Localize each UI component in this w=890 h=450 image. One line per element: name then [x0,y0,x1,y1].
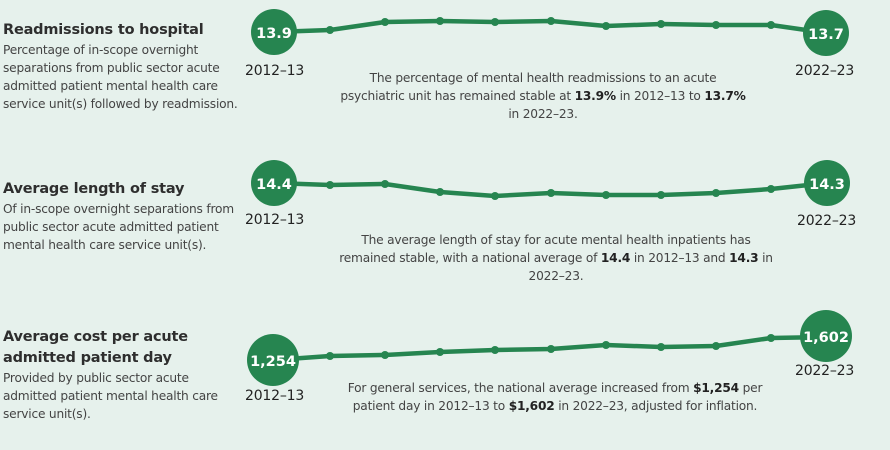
start-year-label: 2012–13 [245,63,305,79]
panel-title: Readmissions to hospital [3,22,204,38]
end-value-bubble: 14.3 [804,160,850,206]
svg-text:13.7: 13.7 [808,27,844,43]
panel-subtitle: Provided by public sector acute admitted… [3,371,218,421]
panel-note: The average length of stay for acute men… [339,233,773,283]
panel-description: Average length of stay Of in-scope overn… [3,179,238,254]
panel-title: Average length of stay [3,181,185,197]
svg-text:1,602: 1,602 [803,330,849,346]
panel-note: For general services, the national avera… [347,381,763,413]
end-year-label: 2022–23 [797,213,857,229]
start-year-label: 2012–13 [245,212,305,228]
svg-text:14.4: 14.4 [256,177,292,193]
svg-text:1,254: 1,254 [250,354,296,370]
start-value-bubble: 1,254 [247,334,299,386]
start-value-bubble: 13.9 [251,9,297,55]
end-value-bubble: 1,602 [800,310,852,362]
data-points [326,17,775,34]
panel-description: Readmissions to hospital Percentage of i… [3,20,238,113]
end-year-label: 2022–23 [795,63,855,79]
panel-title: Average cost per acute admitted patient … [3,329,188,366]
panel-note: The percentage of mental health readmiss… [340,71,746,121]
svg-text:13.9: 13.9 [256,26,292,42]
data-points [326,180,775,200]
start-value-bubble: 14.4 [251,160,297,206]
end-year-label: 2022–23 [795,363,855,379]
end-value-bubble: 13.7 [803,10,849,56]
panel-subtitle: Percentage of in-scope overnight separat… [3,43,238,111]
panel-subtitle: Of in-scope overnight separations from p… [3,202,234,252]
start-year-label: 2012–13 [245,388,305,404]
data-points [326,334,775,360]
svg-text:14.3: 14.3 [809,177,845,193]
panel-description: Average cost per acute admitted patient … [3,327,238,423]
